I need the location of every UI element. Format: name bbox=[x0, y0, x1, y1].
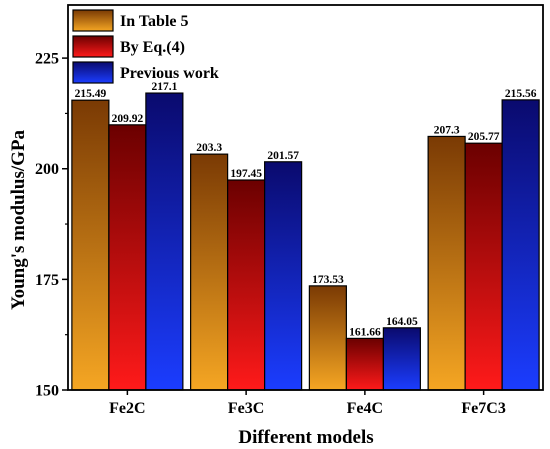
bar-Fe2C-1 bbox=[108, 124, 147, 391]
bar-Fe4C-2 bbox=[382, 327, 421, 391]
value-label: 164.05 bbox=[386, 316, 418, 328]
x-axis-label: Different models bbox=[238, 427, 373, 448]
bar-Fe4C-1 bbox=[345, 337, 384, 391]
value-label: 201.57 bbox=[267, 150, 299, 162]
plot-frame bbox=[67, 4, 544, 391]
bar-Fe4C-0 bbox=[308, 285, 347, 391]
legend-swatch bbox=[72, 9, 114, 32]
bar-Fe3C-2 bbox=[264, 161, 303, 391]
bar-Fe3C-1 bbox=[227, 179, 266, 391]
axes-group: Fe2C Fe3C Fe4C Fe7C3 150 175 200 225 bbox=[35, 4, 544, 417]
y-tick-label: 150 bbox=[35, 383, 59, 400]
x-tick-label: Fe3C bbox=[228, 400, 264, 417]
y-axis-label: Young's modulus/GPa bbox=[8, 129, 29, 310]
x-tick-label: Fe4C bbox=[347, 400, 383, 417]
bar-Fe7C3-0 bbox=[427, 135, 466, 391]
bar-Fe3C-0 bbox=[190, 153, 229, 391]
legend-label: In Table 5 bbox=[120, 13, 188, 30]
bar-Fe2C-0 bbox=[71, 99, 110, 391]
value-label: 209.92 bbox=[112, 113, 144, 125]
value-label: 203.3 bbox=[196, 142, 222, 154]
bar-Fe7C3-2 bbox=[501, 99, 540, 391]
value-label: 215.56 bbox=[505, 88, 537, 100]
y-tick-label: 200 bbox=[35, 161, 59, 178]
value-label: 215.49 bbox=[75, 88, 107, 100]
y-tick-label: 225 bbox=[35, 51, 59, 68]
bar-Fe2C-2 bbox=[145, 92, 184, 391]
value-label: 207.3 bbox=[434, 124, 460, 136]
value-label: 205.77 bbox=[468, 131, 500, 143]
value-label: 173.53 bbox=[312, 274, 344, 286]
legend-label: Previous work bbox=[120, 65, 219, 82]
value-labels-group: 215.49 209.92 217.1 203.3 197.45 201.57 173.53… bbox=[75, 81, 537, 338]
legend-label: By Eq.(4) bbox=[120, 39, 185, 56]
value-label: 161.66 bbox=[349, 326, 381, 338]
legend-swatch bbox=[72, 35, 114, 58]
bars-group bbox=[71, 92, 540, 391]
y-tick-label: 175 bbox=[35, 272, 59, 289]
x-tick-label: Fe2C bbox=[109, 400, 145, 417]
legend-swatch bbox=[72, 61, 114, 84]
value-label: 197.45 bbox=[230, 168, 262, 180]
legend: In Table 5 By Eq.(4) Previous work bbox=[72, 9, 219, 84]
value-label: 217.1 bbox=[151, 81, 177, 93]
x-tick-label: Fe7C3 bbox=[461, 400, 505, 417]
bar-Fe7C3-1 bbox=[464, 142, 503, 391]
